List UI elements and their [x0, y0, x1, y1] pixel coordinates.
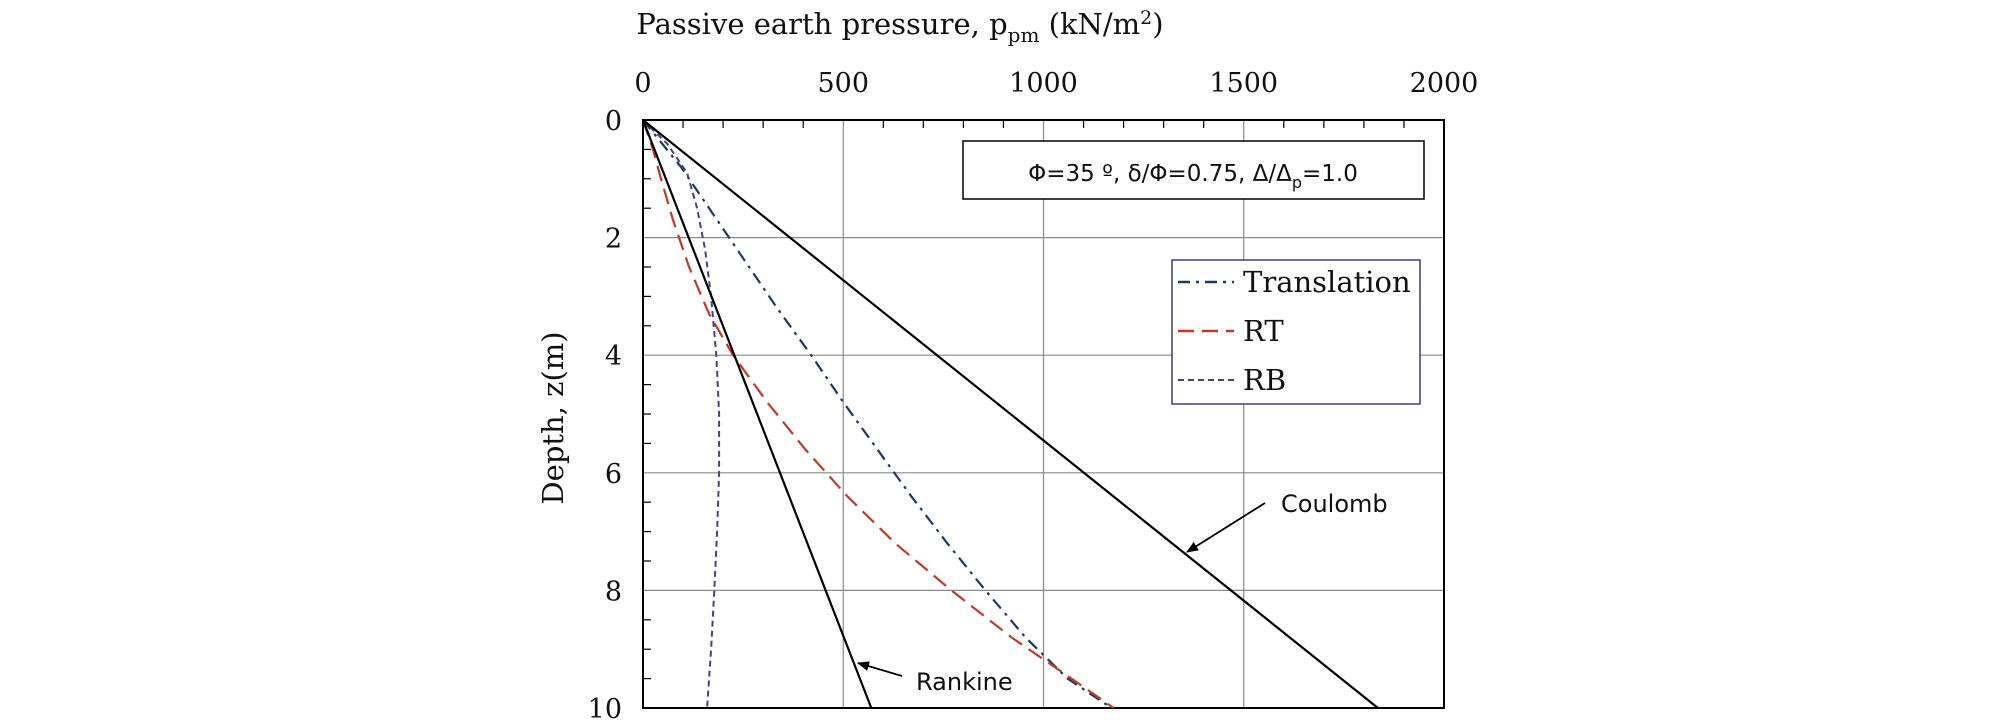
rankine-label: Rankine	[916, 668, 1013, 696]
x-tick-label-2000: 2000	[1410, 68, 1479, 99]
series-line-translation	[642, 119, 1113, 709]
series-line-coulomb	[642, 119, 1379, 709]
y-axis-title: Depth, z(m)	[536, 331, 570, 504]
annotations: Coulomb Rankine	[857, 490, 1388, 696]
legend-label-rb: RB	[1243, 363, 1286, 397]
x-tick-label-0: 0	[634, 68, 651, 99]
tick-labels: 0 500 1000 1500 2000 0 2 4 6 8 10	[588, 68, 1479, 722]
series-line-rb	[642, 119, 721, 709]
legend-label-translation: Translation	[1243, 265, 1411, 299]
legend-label-rt: RT	[1243, 314, 1284, 348]
y-tick-label-8: 8	[605, 576, 622, 607]
y-tick-label-0: 0	[605, 106, 622, 137]
parameter-box: Φ=35 º, δ/Φ=0.75, Δ/Δp=1.0	[962, 140, 1425, 200]
x-axis-title: Passive earth pressure, ppm (kN/m2)	[636, 7, 1163, 47]
series-line-rankine	[641, 119, 873, 709]
y-tick-label-6: 6	[605, 459, 622, 490]
series-lines	[641, 119, 1379, 709]
legend: Translation RT RB	[1171, 259, 1421, 405]
x-tick-label-1000: 1000	[1009, 68, 1078, 99]
grid	[643, 120, 1444, 708]
plot-frame	[642, 119, 1445, 709]
parameter-box-text: Φ=35 º, δ/Φ=0.75, Δ/Δp=1.0	[1028, 161, 1358, 192]
y-tick-label-2: 2	[605, 224, 622, 255]
coulomb-arrow	[1186, 502, 1266, 553]
rankine-arrow	[857, 661, 903, 677]
minor-ticks	[643, 120, 1405, 680]
x-tick-label-1500: 1500	[1209, 68, 1278, 99]
x-tick-label-500: 500	[817, 68, 869, 99]
y-tick-label-10: 10	[588, 694, 622, 722]
parameter-box-frame	[962, 140, 1425, 200]
y-tick-label-4: 4	[605, 341, 622, 372]
coulomb-label: Coulomb	[1281, 490, 1388, 518]
series-line-rt	[641, 119, 1115, 709]
